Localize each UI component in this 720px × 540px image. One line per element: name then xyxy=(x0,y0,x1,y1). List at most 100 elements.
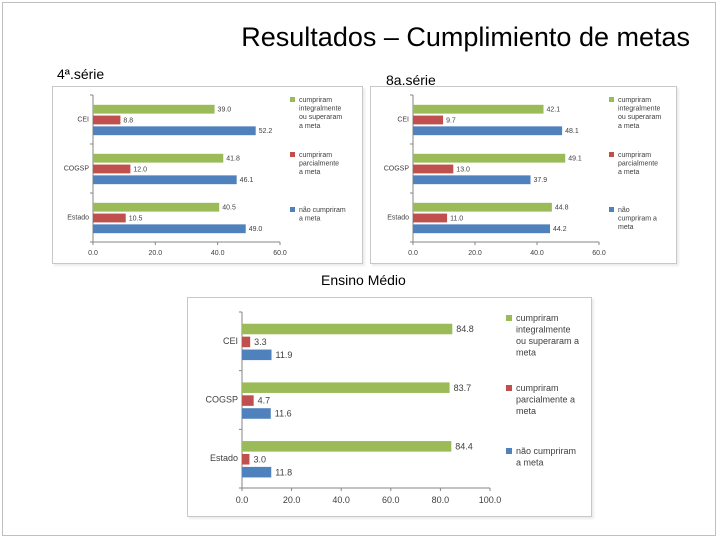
label-ensino-medio: Ensino Médio xyxy=(321,272,406,288)
legend-swatch-green xyxy=(290,97,295,102)
category-label: COGSP xyxy=(205,395,238,405)
value-label: 42.1 xyxy=(547,107,561,114)
label-4serie: 4ª.série xyxy=(57,66,105,82)
bar-green xyxy=(242,441,452,452)
bar-blue xyxy=(242,466,272,478)
bar-green xyxy=(413,202,552,212)
chart-svg: 0.0 20.0 40.0 60.0 CEI 42.1 9.7 48.1 COGSP 49.1 13… xyxy=(384,94,661,257)
x-tick-label: 0.0 xyxy=(236,495,249,505)
bar-blue xyxy=(242,408,271,419)
bar-red xyxy=(93,164,131,174)
bar-red xyxy=(93,213,126,223)
bar-red xyxy=(413,115,444,125)
x-tick-label: 40.0 xyxy=(530,250,544,257)
bar-green xyxy=(93,202,220,212)
value-label: 44.8 xyxy=(555,205,569,212)
bar-blue xyxy=(413,175,531,185)
chart-8serie: 0.0 20.0 40.0 60.0 CEI 42.1 9.7 48.1 COGSP 49.1 13… xyxy=(370,86,677,264)
legend-label: não cumpriram a meta xyxy=(299,207,346,223)
legend-swatch-green xyxy=(609,97,614,102)
bar-green xyxy=(242,323,453,335)
legend-label: cumpriram parcialmente a meta xyxy=(516,383,575,416)
value-label: 84.8 xyxy=(456,324,474,334)
bar-blue xyxy=(93,175,237,185)
x-tick-label: 40.0 xyxy=(211,250,225,257)
value-label: 9.7 xyxy=(446,117,456,124)
legend-swatch-red xyxy=(506,385,512,391)
value-label: 52.2 xyxy=(259,128,273,135)
value-label: 10.5 xyxy=(129,215,143,222)
value-label: 13.0 xyxy=(456,166,470,173)
x-tick-label: 0.0 xyxy=(88,250,98,257)
bar-blue xyxy=(413,126,563,136)
value-label: 46.1 xyxy=(240,177,254,184)
bar-red xyxy=(413,164,454,174)
bar-blue xyxy=(242,349,272,361)
bar-red xyxy=(242,453,250,465)
bar-green xyxy=(413,104,544,114)
bar-blue xyxy=(413,224,551,234)
value-label: 11.9 xyxy=(276,350,293,360)
bar-green xyxy=(413,153,566,163)
value-label: 84.4 xyxy=(455,441,473,451)
bar-red xyxy=(242,336,251,348)
x-tick-label: 20.0 xyxy=(149,250,163,257)
legend-swatch-blue xyxy=(506,448,512,454)
legend-label: cumpriram integralmente ou superaram a meta xyxy=(299,97,342,130)
legend-label: cumpriram parcialmente a meta xyxy=(618,152,658,176)
legend-label: não cumpriram a meta xyxy=(618,207,657,231)
value-label: 8.8 xyxy=(123,117,133,124)
x-tick-label: 100.0 xyxy=(479,495,502,505)
value-label: 44.2 xyxy=(553,226,567,233)
x-tick-label: 20.0 xyxy=(283,495,301,505)
value-label: 12.0 xyxy=(133,166,147,173)
value-label: 83.7 xyxy=(454,383,472,393)
bar-red xyxy=(242,395,254,406)
category-label: Estado xyxy=(210,453,238,463)
chart-svg: 0.0 20.0 40.0 60.0 80.0 100.0 CEI 84.8 3.3 11.9 CO… xyxy=(205,311,579,505)
category-label: Estado xyxy=(67,214,89,221)
value-label: 49.1 xyxy=(568,156,582,163)
value-label: 11.6 xyxy=(275,409,292,419)
x-tick-label: 60.0 xyxy=(382,495,400,505)
bar-red xyxy=(93,115,121,125)
x-tick-label: 20.0 xyxy=(468,250,482,257)
legend-swatch-blue xyxy=(290,207,295,212)
category-label: COGSP xyxy=(384,165,410,172)
legend-label: não cumpriram a meta xyxy=(516,446,576,468)
legend-swatch-blue xyxy=(609,207,614,212)
label-8serie: 8a.série xyxy=(386,72,436,88)
category-label: CEI xyxy=(223,336,238,346)
value-label: 3.3 xyxy=(254,337,267,347)
value-label: 11.0 xyxy=(450,215,463,222)
category-label: CEI xyxy=(397,116,409,123)
slide-title: Resultados – Cumplimiento de metas xyxy=(241,22,690,52)
x-tick-label: 80.0 xyxy=(432,495,450,505)
bar-red xyxy=(413,213,448,223)
bar-blue xyxy=(93,224,246,234)
bar-green xyxy=(242,382,450,393)
category-label: CEI xyxy=(77,116,89,123)
x-tick-label: 0.0 xyxy=(408,250,418,257)
legend-swatch-red xyxy=(609,152,614,157)
category-label: Estado xyxy=(387,214,409,221)
bar-green xyxy=(93,153,224,163)
value-label: 49.0 xyxy=(249,226,263,233)
value-label: 40.5 xyxy=(222,205,236,212)
value-label: 41.8 xyxy=(226,156,240,163)
x-tick-label: 60.0 xyxy=(592,250,606,257)
legend-swatch-green xyxy=(506,315,512,321)
value-label: 39.0 xyxy=(218,107,232,114)
value-label: 37.9 xyxy=(533,177,547,184)
value-label: 3.0 xyxy=(253,454,266,464)
bar-blue xyxy=(93,126,256,136)
value-label: 11.8 xyxy=(275,467,292,477)
value-label: 4.7 xyxy=(258,396,271,406)
legend-label: cumpriram parcialmente a meta xyxy=(299,152,339,176)
chart-svg: 0.0 20.0 40.0 60.0 CEI 39.0 8.8 52.2 COGSP 41.8 12… xyxy=(64,94,346,257)
x-tick-label: 40.0 xyxy=(332,495,350,505)
legend-label: cumpriram integralmente ou superaram a meta xyxy=(618,97,661,130)
value-label: 48.1 xyxy=(565,128,579,135)
x-tick-label: 60.0 xyxy=(273,250,287,257)
